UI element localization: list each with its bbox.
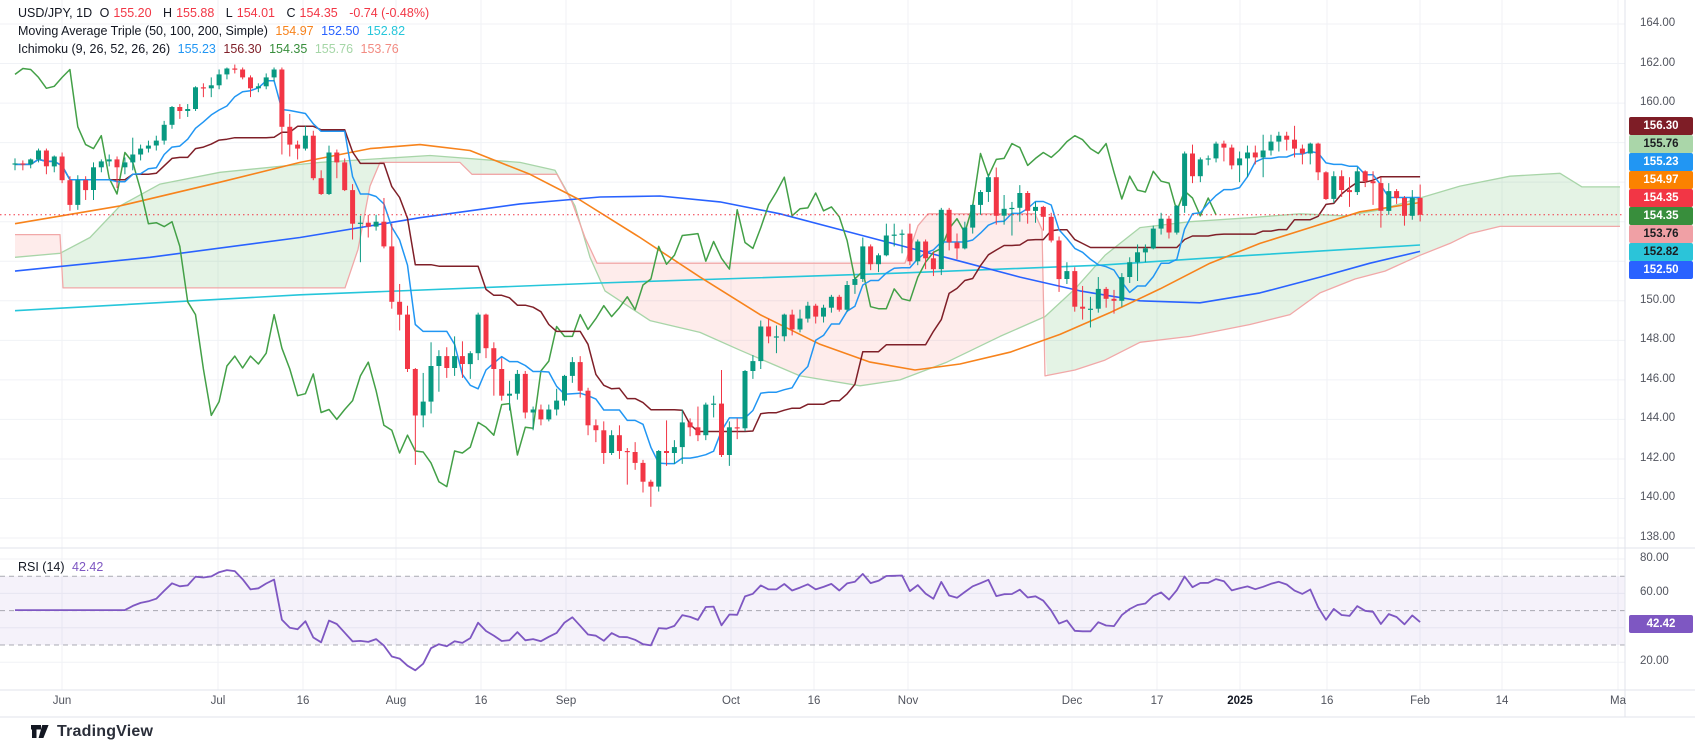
ma200-value: 152.82	[366, 24, 406, 38]
rsi-axis-label: 80.00	[1640, 552, 1669, 564]
time-axis-label: 16	[807, 695, 821, 707]
symbol-legend-row[interactable]: USD/JPY, 1D O 155.20 H 155.88 L 154.01 C 154…	[18, 4, 433, 22]
time-axis-label: Aug	[385, 695, 407, 707]
tradingview-logo-icon[interactable]	[30, 722, 49, 741]
low-value: 154.01	[236, 6, 275, 20]
time-axis-label: 16	[296, 695, 310, 707]
ma50-value: 154.97	[275, 24, 314, 38]
ma-title: Moving Average Triple (50, 100, 200, Sim…	[18, 24, 268, 38]
price-badge-last-price: 154.35	[1629, 189, 1693, 207]
close-label: C 154.35	[286, 6, 338, 20]
ichimoku-senkou-a-value: 155.76	[314, 42, 354, 56]
price-axis-label: 160.00	[1640, 96, 1676, 109]
rsi-legend-row[interactable]: RSI (14) 42.42	[18, 560, 107, 574]
rsi-value-badge: 42.42	[1629, 615, 1693, 633]
time-axis-label: Sep	[555, 695, 577, 707]
price-badge-ichimoku-kijun: 156.30	[1629, 117, 1693, 135]
ichimoku-tenkan-value: 155.23	[177, 42, 216, 56]
time-axis-label: 14	[1495, 695, 1509, 707]
change-value: -0.74 (-0.48%)	[349, 6, 430, 20]
price-axis-label: 146.00	[1640, 372, 1676, 385]
price-axis-label: 162.00	[1640, 56, 1676, 69]
ma100-value: 152.50	[321, 24, 360, 38]
close-value: 154.35	[299, 6, 338, 20]
time-axis-label: 17	[1150, 695, 1164, 707]
footer: TradingView	[30, 722, 153, 741]
ichimoku-legend-row[interactable]: Ichimoku (9, 26, 52, 26, 26) 155.23 156.…	[18, 40, 433, 58]
price-axis-label: 140.00	[1640, 491, 1676, 504]
time-axis-label: Jul	[210, 695, 226, 707]
open-value: 155.20	[113, 6, 152, 20]
time-axis-label: Feb	[1410, 695, 1430, 707]
time-axis-label: 2025	[1227, 695, 1253, 707]
ichimoku-senkou-b-value: 153.76	[360, 42, 399, 56]
low-label: L 154.01	[225, 6, 275, 20]
price-axis-label: 150.00	[1640, 293, 1676, 306]
ichimoku-kijun-value: 156.30	[223, 42, 262, 56]
rsi-title: RSI (14)	[18, 560, 65, 574]
price-axis-label: 142.00	[1640, 451, 1676, 464]
rsi-axis-label: 60.00	[1640, 586, 1669, 599]
open-label: O 155.20	[99, 6, 152, 20]
price-badge-ichimoku-tenkan: 155.23	[1629, 153, 1693, 171]
legend: USD/JPY, 1D O 155.20 H 155.88 L 154.01 C 154…	[18, 4, 433, 58]
price-axis-label: 164.00	[1640, 17, 1676, 29]
high-value: 155.88	[176, 6, 215, 20]
price-axis-label: 148.00	[1640, 333, 1676, 346]
time-axis-label: Jun	[52, 695, 72, 707]
tradingview-brand: TradingView	[57, 722, 154, 740]
time-scale[interactable]	[0, 690, 1695, 718]
ichimoku-title: Ichimoku (9, 26, 52, 26, 26)	[18, 42, 171, 56]
symbol-title: USD/JPY, 1D	[18, 6, 93, 20]
time-axis-label: Ma	[1610, 695, 1626, 707]
time-axis-label: Nov	[897, 695, 919, 707]
time-axis-label: Oct	[722, 695, 740, 707]
ichimoku-chikou-value: 154.35	[269, 42, 308, 56]
price-badge-ichimoku-chikou: 154.35	[1629, 207, 1693, 225]
rsi-value: 42.42	[72, 560, 104, 574]
price-badge-ichimoku-senkou-b: 153.76	[1629, 225, 1693, 243]
price-badge-ma-50: 154.97	[1629, 171, 1693, 189]
high-label: H 155.88	[163, 6, 215, 20]
time-axis-label: Dec	[1061, 695, 1083, 707]
time-axis-label: 16	[474, 695, 488, 707]
price-axis-label: 138.00	[1640, 531, 1676, 544]
price-badge-ichimoku-senkou-a: 155.76	[1629, 135, 1693, 153]
price-axis-label: 144.00	[1640, 412, 1676, 425]
rsi-axis-label: 20.00	[1640, 655, 1669, 668]
price-badge-ma-200: 152.82	[1629, 243, 1693, 261]
time-axis-label: 16	[1320, 695, 1334, 707]
ma-legend-row[interactable]: Moving Average Triple (50, 100, 200, Sim…	[18, 22, 433, 40]
price-badge-ma-100: 152.50	[1629, 261, 1693, 279]
